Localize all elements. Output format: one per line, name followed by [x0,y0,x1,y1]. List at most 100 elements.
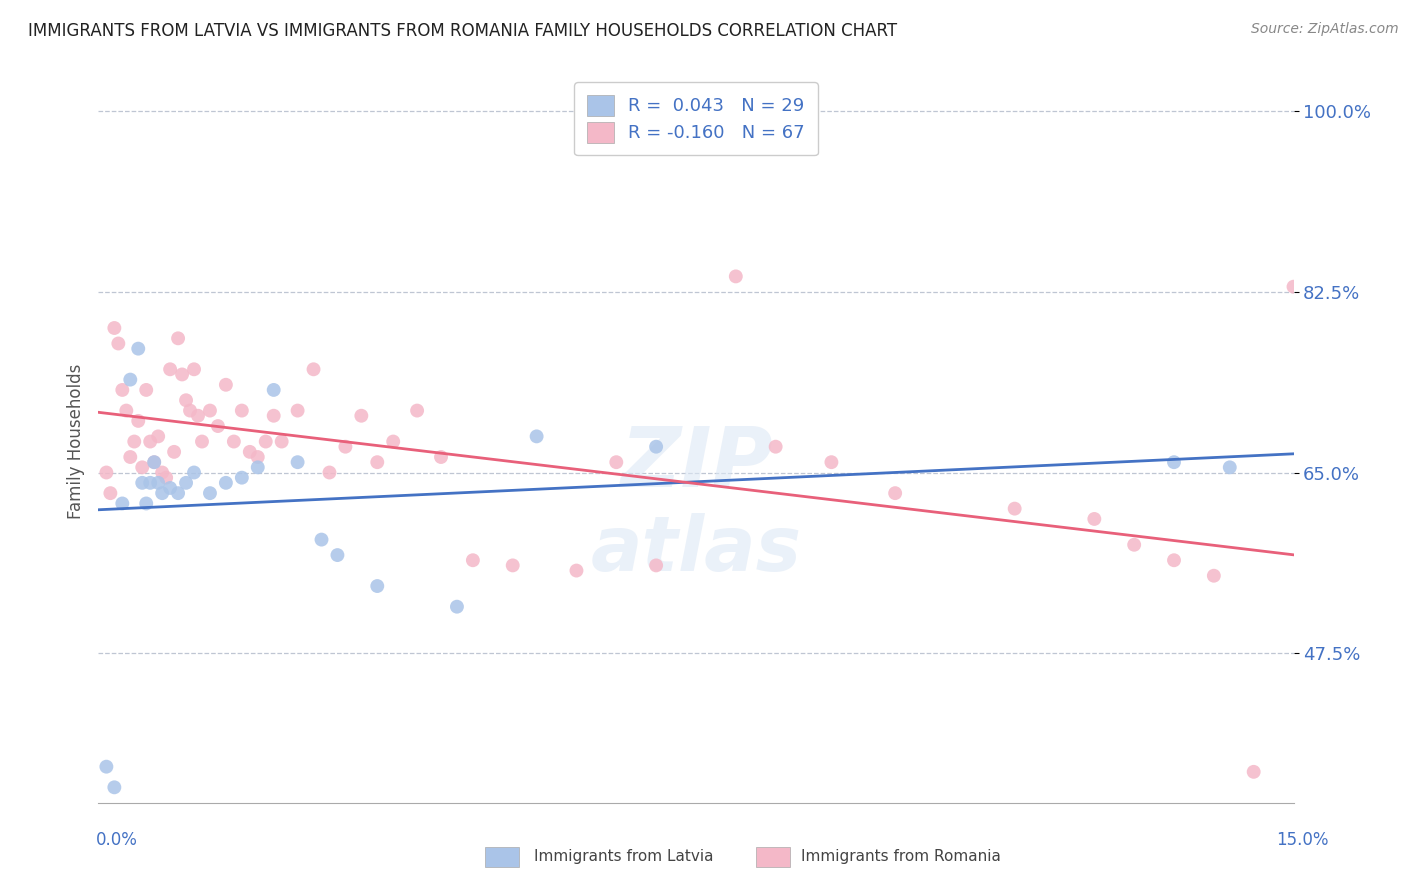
Point [139,475,162,490]
Text: 0.0%: 0.0% [96,831,138,849]
Point [287,403,309,417]
Point [167,331,190,345]
Point [326,548,349,562]
Point [222,434,245,449]
Point [135,383,157,397]
Point [183,362,205,376]
Point [207,419,229,434]
Point [1163,455,1185,469]
Point [366,455,388,469]
Point [143,455,166,469]
Point [270,434,292,449]
Point [198,403,221,417]
Point [263,383,285,397]
Point [502,558,524,573]
Point [111,383,134,397]
Point [311,533,333,547]
Point [1402,749,1406,764]
Point [187,409,209,423]
Point [96,760,118,774]
Point [183,466,205,480]
Point [1243,764,1265,779]
Point [163,445,186,459]
Point [302,362,325,376]
Point [159,362,181,376]
Point [150,486,173,500]
Point [526,429,548,443]
Point [366,579,388,593]
Point [645,558,668,573]
Point [246,460,269,475]
Point [724,269,747,284]
Text: Immigrants from Romania: Immigrants from Romania [801,849,1001,864]
Point [174,393,197,408]
Point [148,475,170,490]
Point [198,486,221,500]
Point [231,403,253,417]
Point [172,368,194,382]
Point [246,450,269,464]
Point [820,455,842,469]
Point [254,434,277,449]
Point [884,486,907,500]
Point [107,336,129,351]
Point [167,486,190,500]
Text: 15.0%: 15.0% [1277,831,1329,849]
Point [1004,501,1026,516]
Point [155,471,177,485]
Point [406,403,429,417]
Point [765,440,787,454]
Point [382,434,405,449]
Point [1123,538,1146,552]
Point [98,486,122,500]
Point [135,496,157,510]
Point [287,455,309,469]
Point [215,377,238,392]
Point [1362,496,1385,510]
Point [446,599,468,614]
Point [139,434,162,449]
Point [150,466,173,480]
Point [461,553,484,567]
Text: Immigrants from Latvia: Immigrants from Latvia [534,849,714,864]
Point [103,780,125,795]
Text: atlas: atlas [591,513,801,587]
Point [1163,553,1185,567]
Point [215,475,238,490]
Point [191,434,214,449]
Point [143,455,166,469]
Point [127,342,149,356]
Text: Source: ZipAtlas.com: Source: ZipAtlas.com [1251,22,1399,37]
Point [350,409,373,423]
Point [430,450,453,464]
Point [159,481,181,495]
Point [120,450,142,464]
Point [120,373,142,387]
Point [1202,568,1225,582]
Point [239,445,262,459]
Point [605,455,627,469]
Point [127,414,149,428]
Text: ZIP: ZIP [620,423,772,504]
Point [1322,491,1344,506]
Point [115,403,138,417]
Text: IMMIGRANTS FROM LATVIA VS IMMIGRANTS FROM ROMANIA FAMILY HOUSEHOLDS CORRELATION : IMMIGRANTS FROM LATVIA VS IMMIGRANTS FRO… [28,22,897,40]
Point [645,440,668,454]
Legend: R =  0.043   N = 29, R = -0.160   N = 67: R = 0.043 N = 29, R = -0.160 N = 67 [574,82,818,155]
Point [111,496,134,510]
Y-axis label: Family Households: Family Households [66,364,84,519]
Point [1219,460,1241,475]
Point [231,471,253,485]
Point [1282,279,1305,293]
Point [335,440,357,454]
Point [1083,512,1105,526]
Point [103,321,125,335]
Point [174,475,197,490]
Point [263,409,285,423]
Point [179,403,201,417]
Point [131,460,153,475]
Point [148,429,170,443]
Point [131,475,153,490]
Point [96,466,118,480]
Point [124,434,146,449]
